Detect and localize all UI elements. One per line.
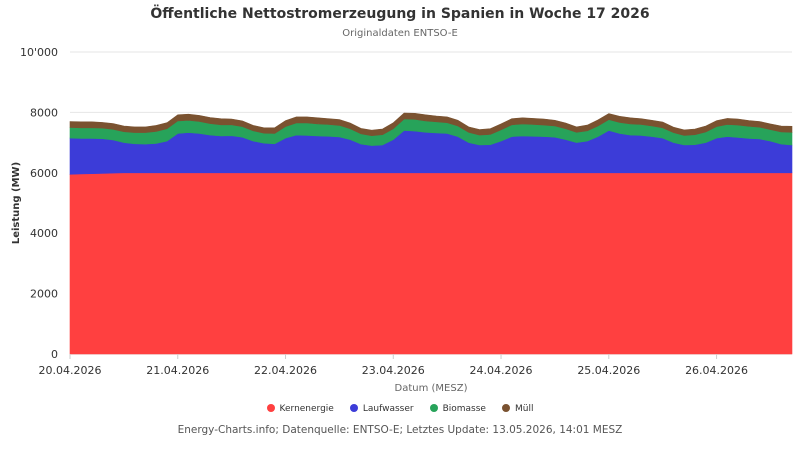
legend: Kernenergie Laufwasser Biomasse Müll bbox=[0, 404, 800, 414]
y-tick-label: 0 bbox=[51, 348, 58, 361]
x-tick-label: 25.04.2026 bbox=[577, 364, 640, 377]
legend-label: Biomasse bbox=[442, 404, 486, 414]
legend-dot-icon bbox=[429, 404, 438, 412]
legend-label: Kernenergie bbox=[279, 404, 334, 414]
credits: Energy-Charts.info; Datenquelle: ENTSO-E… bbox=[177, 424, 623, 436]
y-tick-label: 4000 bbox=[30, 227, 58, 240]
x-tick-label: 23.04.2026 bbox=[362, 364, 425, 377]
legend-item-kernenergie[interactable]: Kernenergie bbox=[266, 404, 334, 414]
chart-subtitle: Originaldaten ENTSO-E bbox=[342, 28, 458, 39]
legend-item-biomasse[interactable]: Biomasse bbox=[429, 404, 486, 414]
x-tick-label: 24.04.2026 bbox=[470, 364, 533, 377]
y-tick-label: 8000 bbox=[30, 106, 58, 119]
legend-dot-icon bbox=[349, 404, 358, 412]
legend-dot-icon bbox=[501, 404, 510, 412]
legend-item-laufwasser[interactable]: Laufwasser bbox=[349, 404, 414, 414]
x-tick-label: 22.04.2026 bbox=[254, 364, 317, 377]
y-axis-label: Leistung (MW) bbox=[11, 162, 22, 244]
legend-label: Müll bbox=[514, 404, 534, 414]
x-tick-label: 20.04.2026 bbox=[39, 364, 102, 377]
chart-title: Öffentliche Nettostromerzeugung in Spani… bbox=[150, 6, 650, 22]
y-tick-label: 10'000 bbox=[20, 46, 58, 59]
x-tick-label: 21.04.2026 bbox=[146, 364, 209, 377]
legend-label: Laufwasser bbox=[362, 404, 414, 414]
legend-dot-icon bbox=[266, 404, 275, 412]
x-axis-ticks: 20.04.2026 21.04.2026 22.04.2026 23.04.2026… bbox=[39, 354, 748, 377]
y-tick-label: 6000 bbox=[30, 167, 58, 180]
y-tick-label: 2000 bbox=[30, 288, 58, 301]
area-kernenergie[interactable] bbox=[69, 172, 793, 355]
x-tick-label: 26.04.2026 bbox=[685, 364, 748, 377]
area-m-ll[interactable] bbox=[69, 112, 793, 137]
x-axis-label: Datum (MESZ) bbox=[395, 383, 468, 394]
legend-item-m-ll[interactable]: Müll bbox=[501, 404, 534, 414]
y-axis-ticks: 0 2000 4000 6000 8000 10'000 bbox=[20, 46, 58, 361]
chart-areas bbox=[69, 112, 793, 355]
